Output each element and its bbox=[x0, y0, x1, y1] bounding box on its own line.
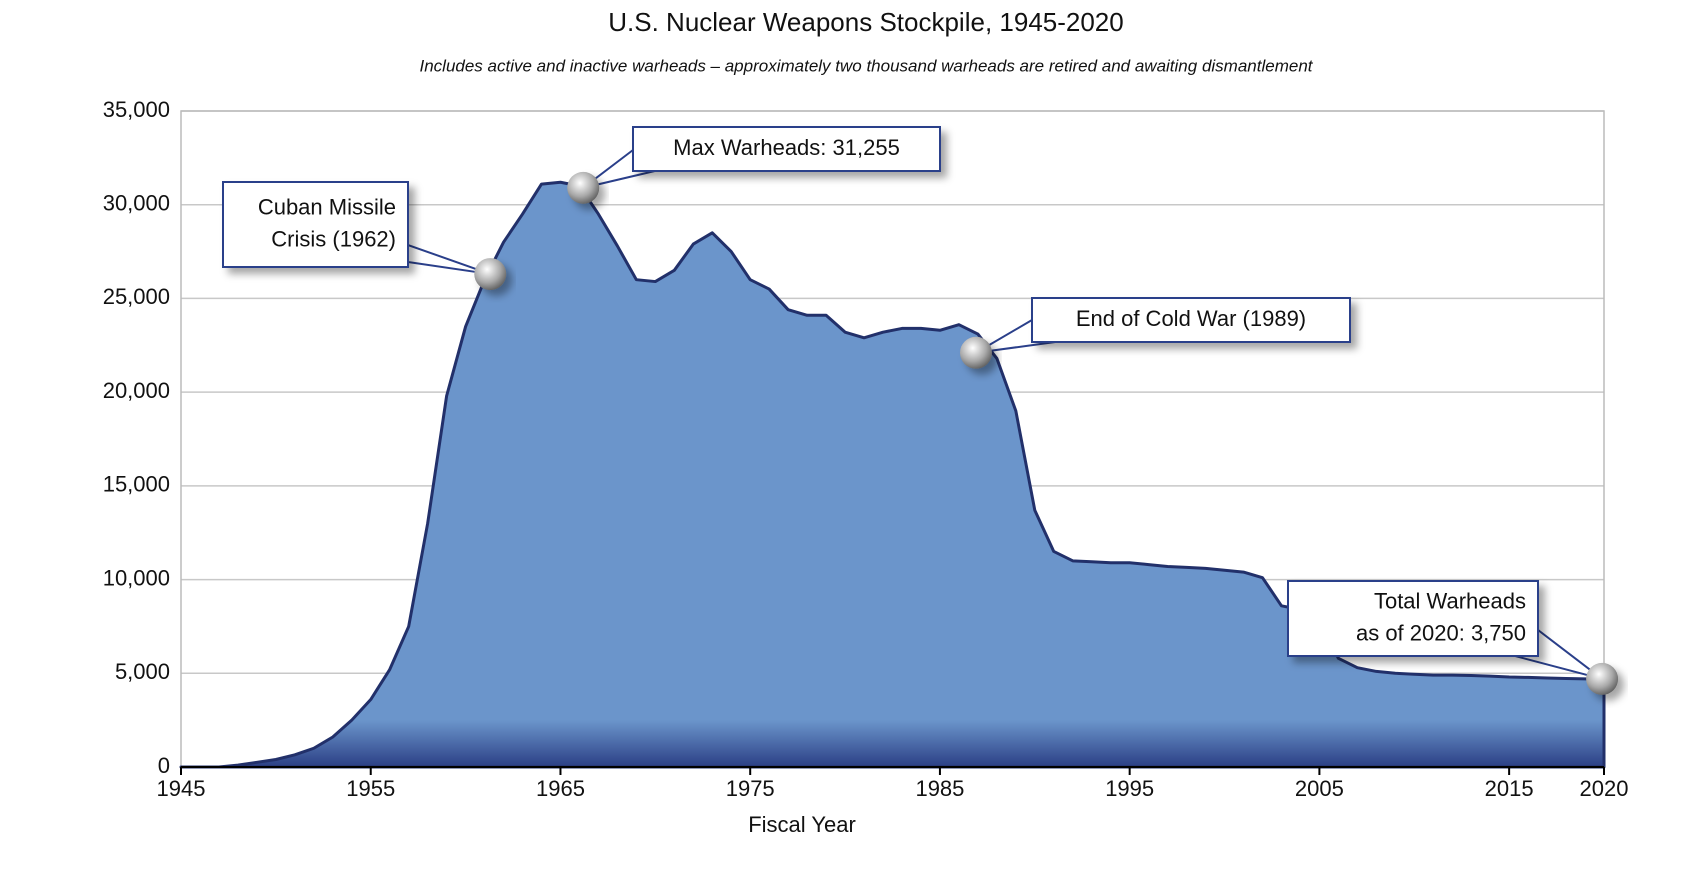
callout-box bbox=[1287, 580, 1539, 657]
x-tick-label: 1945 bbox=[157, 776, 206, 801]
annotation-marker bbox=[567, 171, 600, 204]
annotation-text: Cuban Missile bbox=[258, 194, 396, 219]
y-tick-label: 25,000 bbox=[103, 284, 170, 309]
area bbox=[179, 180, 1606, 769]
y-tick-label: 35,000 bbox=[103, 97, 170, 122]
annotation-text: Crisis (1962) bbox=[271, 226, 396, 251]
annotation-text: as of 2020: 3,750 bbox=[1356, 620, 1526, 645]
annotation-marker bbox=[1586, 662, 1619, 695]
x-axis-label: Fiscal Year bbox=[748, 812, 856, 837]
x-tick-label: 1975 bbox=[726, 776, 775, 801]
chart-title: U.S. Nuclear Weapons Stockpile, 1945-202… bbox=[608, 7, 1123, 37]
x-tick-label: 1995 bbox=[1105, 776, 1154, 801]
y-tick-label: 20,000 bbox=[103, 378, 170, 403]
annotation-marker bbox=[959, 336, 992, 369]
annotation: Total Warheads as of 2020: 3,750 bbox=[1287, 580, 1619, 695]
x-tick-label: 2015 bbox=[1485, 776, 1534, 801]
callout-box bbox=[1031, 297, 1351, 343]
y-tick-label: 0 bbox=[158, 753, 170, 778]
annotation-text: End of Cold War (1989) bbox=[1076, 306, 1306, 331]
x-tick-label: 2005 bbox=[1295, 776, 1344, 801]
x-tick-label: 1955 bbox=[346, 776, 395, 801]
annotation: Max Warheads: 31,255 bbox=[567, 126, 941, 204]
y-tick-label: 5,000 bbox=[115, 659, 170, 684]
annotation: End of Cold War (1989) bbox=[959, 297, 1351, 369]
annotation: Cuban Missile Crisis (1962) bbox=[222, 181, 507, 291]
x-tick-label: 1985 bbox=[915, 776, 964, 801]
y-tick-label: 10,000 bbox=[103, 565, 170, 590]
chart-subtitle: Includes active and inactive warheads – … bbox=[419, 56, 1313, 75]
callout-box bbox=[222, 181, 409, 268]
y-tick-label: 30,000 bbox=[103, 191, 170, 216]
y-tick-label: 15,000 bbox=[103, 472, 170, 497]
callout-box bbox=[632, 126, 941, 172]
annotation-marker bbox=[474, 258, 507, 291]
annotation-text: Max Warheads: 31,255 bbox=[673, 135, 900, 160]
x-tick-label: 2020 bbox=[1580, 776, 1629, 801]
annotation-text: Total Warheads bbox=[1374, 588, 1526, 613]
x-tick-label: 1965 bbox=[536, 776, 585, 801]
